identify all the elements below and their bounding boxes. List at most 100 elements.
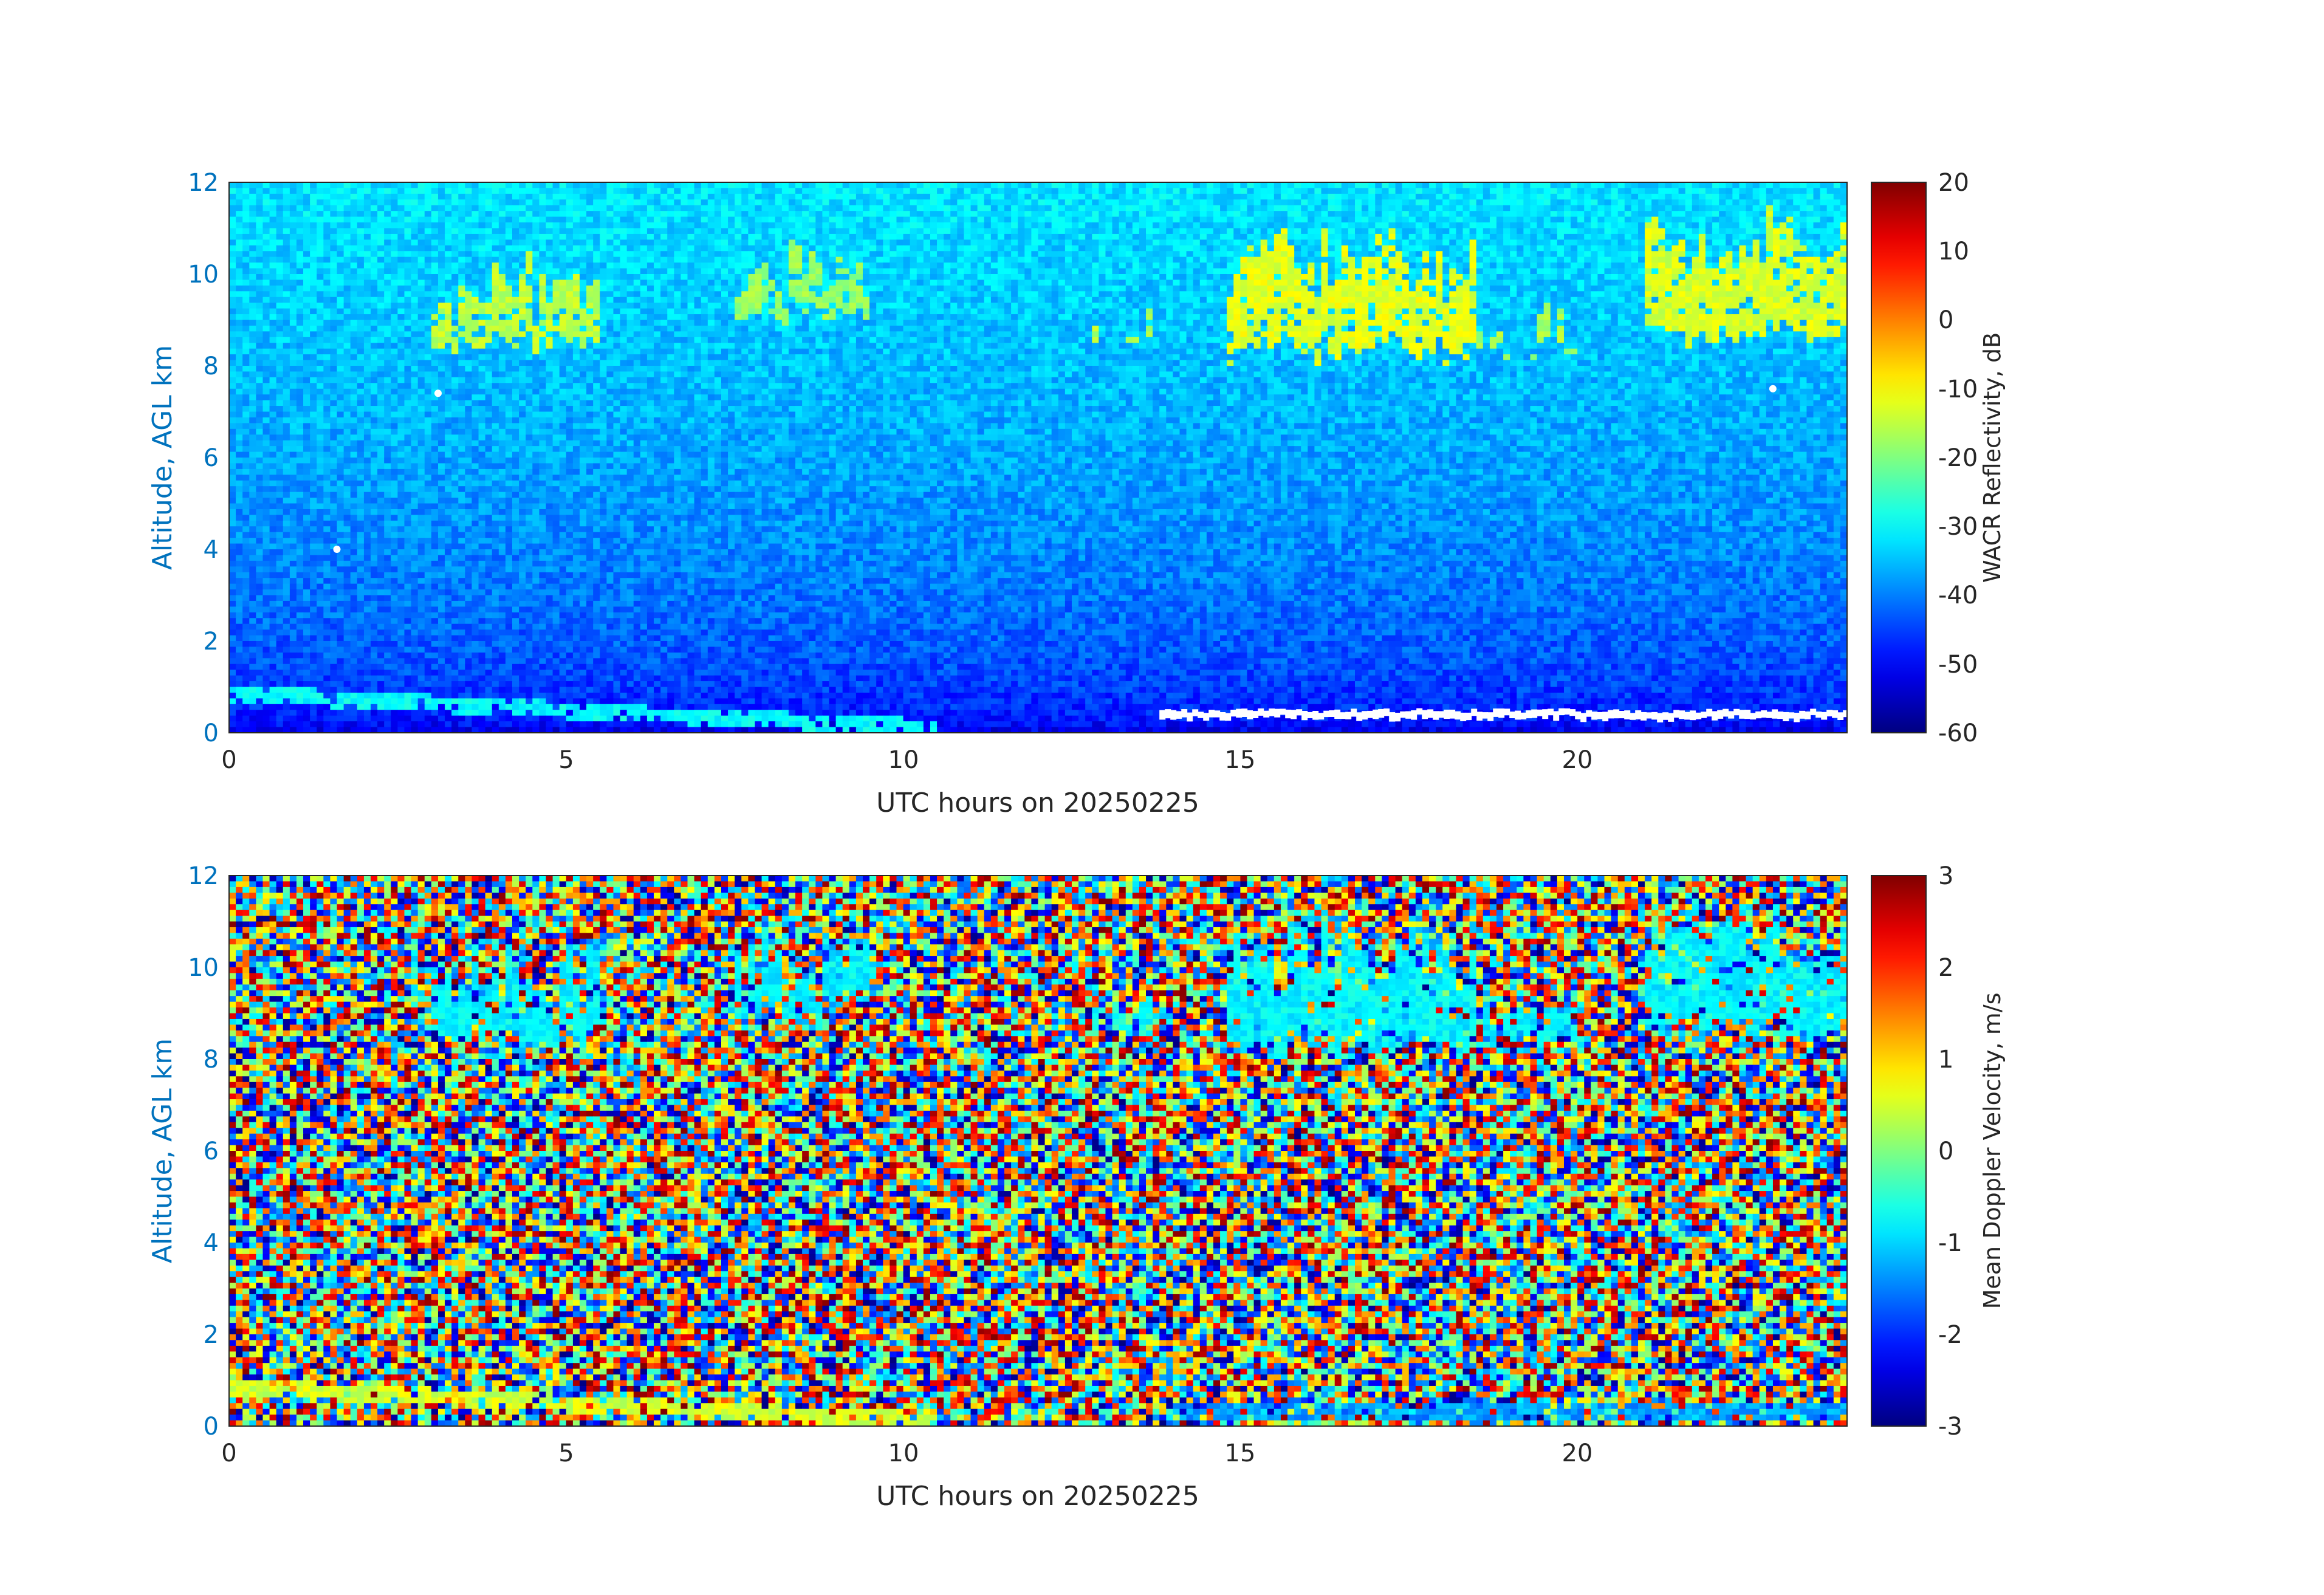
heatmap-cell xyxy=(1213,291,1221,297)
heatmap-cell xyxy=(1314,211,1321,217)
heatmap-cell xyxy=(708,217,715,223)
heatmap-cell xyxy=(755,280,762,286)
heatmap-cell xyxy=(1651,205,1659,211)
heatmap-cell xyxy=(1766,205,1774,211)
heatmap-cell xyxy=(1099,251,1106,257)
heatmap-cell xyxy=(769,211,776,217)
heatmap-cell xyxy=(944,188,951,194)
heatmap-cell xyxy=(1139,251,1147,257)
heatmap-cell xyxy=(1773,286,1780,292)
heatmap-cell xyxy=(1119,199,1126,205)
heatmap-cell xyxy=(512,228,519,235)
heatmap-cell xyxy=(1213,222,1221,228)
heatmap-cell xyxy=(317,188,324,194)
heatmap-cell xyxy=(296,269,304,275)
heatmap-cell xyxy=(1665,188,1672,194)
heatmap-cell xyxy=(262,228,270,235)
heatmap-cell xyxy=(586,217,594,223)
heatmap-cell xyxy=(715,182,722,188)
heatmap-cell xyxy=(1537,194,1544,200)
heatmap-cell xyxy=(256,211,263,217)
heatmap-cell xyxy=(512,257,519,263)
heatmap-cell xyxy=(411,269,419,275)
heatmap-cell xyxy=(876,194,883,200)
heatmap-cell xyxy=(1355,274,1362,280)
heatmap-cell xyxy=(721,194,728,200)
heatmap-cell xyxy=(1193,274,1201,280)
heatmap-cell xyxy=(1362,228,1369,235)
heatmap-cell xyxy=(889,188,897,194)
heatmap-cell xyxy=(438,245,445,252)
heatmap-cell xyxy=(262,262,270,269)
heatmap-cell xyxy=(1274,269,1281,275)
heatmap-cell xyxy=(1180,291,1187,297)
heatmap-cell xyxy=(1449,182,1456,188)
heatmap-cell xyxy=(1544,234,1551,240)
heatmap-cell xyxy=(506,217,513,223)
heatmap-cell xyxy=(1207,234,1214,240)
heatmap-cell xyxy=(998,291,1005,297)
heatmap-cell xyxy=(1753,199,1760,205)
heatmap-cell xyxy=(715,222,722,228)
heatmap-cell xyxy=(451,234,459,240)
heatmap-cell xyxy=(539,251,546,257)
heatmap-cell xyxy=(425,274,432,280)
heatmap-cell xyxy=(425,234,432,240)
heatmap-cell xyxy=(397,239,405,245)
heatmap-cell xyxy=(1187,280,1194,286)
heatmap-cell xyxy=(971,257,978,263)
heatmap-cell xyxy=(789,205,796,211)
heatmap-cell xyxy=(937,286,944,292)
heatmap-cell xyxy=(397,211,405,217)
heatmap-cell xyxy=(290,257,297,263)
heatmap-cell xyxy=(580,239,587,245)
heatmap-cell xyxy=(1416,211,1423,217)
heatmap-cell xyxy=(1530,257,1538,263)
heatmap-cell xyxy=(815,188,823,194)
heatmap-cell xyxy=(1038,222,1046,228)
heatmap-cell xyxy=(1220,222,1227,228)
heatmap-cell xyxy=(937,188,944,194)
heatmap-cell xyxy=(1388,262,1396,269)
heatmap-cell xyxy=(1011,280,1018,286)
heatmap-cell xyxy=(984,286,992,292)
heatmap-cell xyxy=(836,194,843,200)
heatmap-cell xyxy=(357,217,365,223)
heatmap-cell xyxy=(1517,228,1524,235)
heatmap-cell xyxy=(1496,262,1504,269)
heatmap-cell xyxy=(1517,182,1524,188)
heatmap-cell xyxy=(1402,245,1410,252)
heatmap-cell xyxy=(606,217,614,223)
heatmap-cell xyxy=(1571,286,1578,292)
heatmap-cell xyxy=(1355,269,1362,275)
heatmap-cell xyxy=(789,234,796,240)
heatmap-cell xyxy=(889,205,897,211)
heatmap-cell xyxy=(620,286,628,292)
heatmap-cell xyxy=(1038,217,1046,223)
heatmap-cell xyxy=(1409,199,1416,205)
heatmap-cell xyxy=(1267,262,1275,269)
heatmap-cell xyxy=(1409,269,1416,275)
heatmap-cell xyxy=(869,274,877,280)
heatmap-cell xyxy=(1645,245,1652,252)
heatmap-cell xyxy=(640,251,648,257)
heatmap-cell xyxy=(1422,269,1430,275)
heatmap-cell xyxy=(1551,222,1558,228)
heatmap-cell xyxy=(1240,194,1247,200)
heatmap-cell xyxy=(1699,269,1706,275)
heatmap-cell xyxy=(1800,251,1807,257)
heatmap-cell xyxy=(1261,205,1268,211)
heatmap-cell xyxy=(735,280,742,286)
heatmap-cell xyxy=(391,274,398,280)
heatmap-cell xyxy=(418,262,425,269)
heatmap-cell xyxy=(1503,211,1510,217)
heatmap-cell xyxy=(1099,262,1106,269)
heatmap-cell xyxy=(836,205,843,211)
heatmap-cell xyxy=(782,217,789,223)
heatmap-cell xyxy=(1806,291,1814,297)
heatmap-cell xyxy=(1078,228,1086,235)
heatmap-cell xyxy=(1442,205,1450,211)
heatmap-cell xyxy=(991,211,998,217)
heatmap-cell xyxy=(1146,234,1153,240)
heatmap-cell xyxy=(276,188,284,194)
